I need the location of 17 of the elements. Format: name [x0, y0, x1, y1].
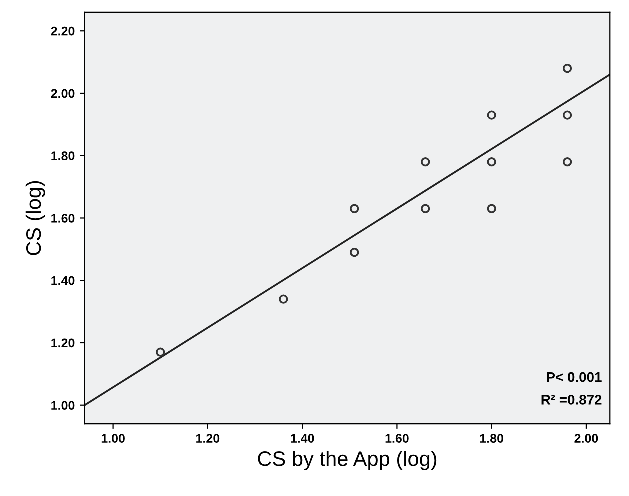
y-tick-label: 1.60	[52, 214, 75, 223]
x-tick-label: 2.00	[574, 434, 598, 443]
y-tick-label: 2.00	[51, 89, 75, 98]
annotation: R² =0.872	[542, 395, 602, 405]
y-tick-label: 2.20	[51, 26, 75, 36]
y-tick-label: 1.40	[52, 276, 75, 286]
y-tick-label: 1.80	[52, 152, 75, 161]
y-tick-label: 1.20	[52, 338, 75, 348]
y-tick-label: 1.00	[52, 401, 75, 410]
x-tick-label: 1.00	[102, 434, 125, 443]
x-axis-title: CS by the App (log)	[258, 451, 437, 470]
x-tick-label: 1.60	[386, 434, 409, 443]
y-axis-title: CS (log)	[26, 181, 46, 256]
x-tick-label: 1.80	[480, 434, 504, 443]
x-tick-label: 1.40	[291, 434, 314, 443]
x-tick-label: 1.20	[196, 434, 220, 443]
annotation: P< 0.001	[547, 372, 602, 382]
